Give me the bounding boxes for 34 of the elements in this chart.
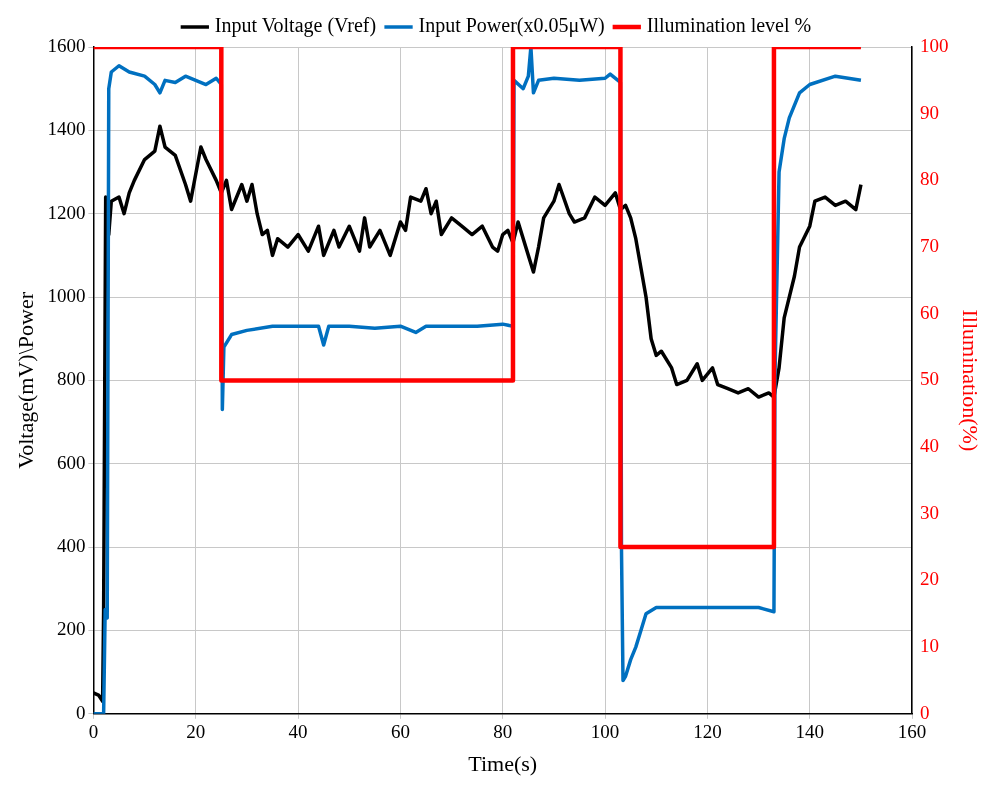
x-tick-label: 40 [288, 721, 308, 743]
y-tick-label: 1600 [47, 34, 86, 56]
y-tick-label: 400 [56, 535, 86, 557]
legend-label: Input Voltage (Vref) [214, 14, 377, 38]
y-tick-label: 1400 [47, 118, 86, 140]
y2-tick-label: 50 [920, 368, 940, 390]
y2-tick-label: 100 [920, 34, 949, 56]
y2-tick-label: 20 [920, 568, 940, 590]
y-axis-title: Voltage(mV)\Power [12, 291, 38, 469]
x-tick-label: 160 [897, 721, 927, 743]
x-axis-title: Time(s) [468, 750, 538, 776]
y-tick-label: 1000 [47, 285, 86, 307]
x-tick-label: 80 [493, 721, 513, 743]
y2-tick-label: 60 [920, 301, 940, 323]
x-tick-label: 120 [693, 721, 722, 743]
y-tick-label: 0 [75, 701, 86, 723]
x-tick-label: 100 [590, 721, 620, 743]
legend-label: Input Power(x0.05μW) [418, 14, 605, 38]
legend-label: Illumination level % [646, 14, 812, 37]
x-tick-label: 60 [390, 721, 410, 743]
y2-tick-label: 40 [920, 435, 940, 457]
y2-tick-label: 90 [920, 101, 940, 123]
x-tick-label: 20 [186, 721, 206, 743]
y2-tick-label: 80 [920, 168, 940, 190]
y2-tick-label: 10 [920, 635, 940, 657]
y2-axis-title: Illumination(%) [958, 309, 984, 452]
y-tick-label: 200 [56, 618, 86, 640]
y-tick-label: 600 [56, 451, 86, 473]
y-tick-label: 800 [56, 368, 86, 390]
y2-tick-label: 30 [920, 501, 940, 523]
y-tick-label: 1200 [47, 201, 86, 223]
x-tick-label: 140 [795, 721, 825, 743]
y2-tick-label: 0 [920, 701, 930, 723]
y2-tick-label: 70 [920, 235, 940, 257]
